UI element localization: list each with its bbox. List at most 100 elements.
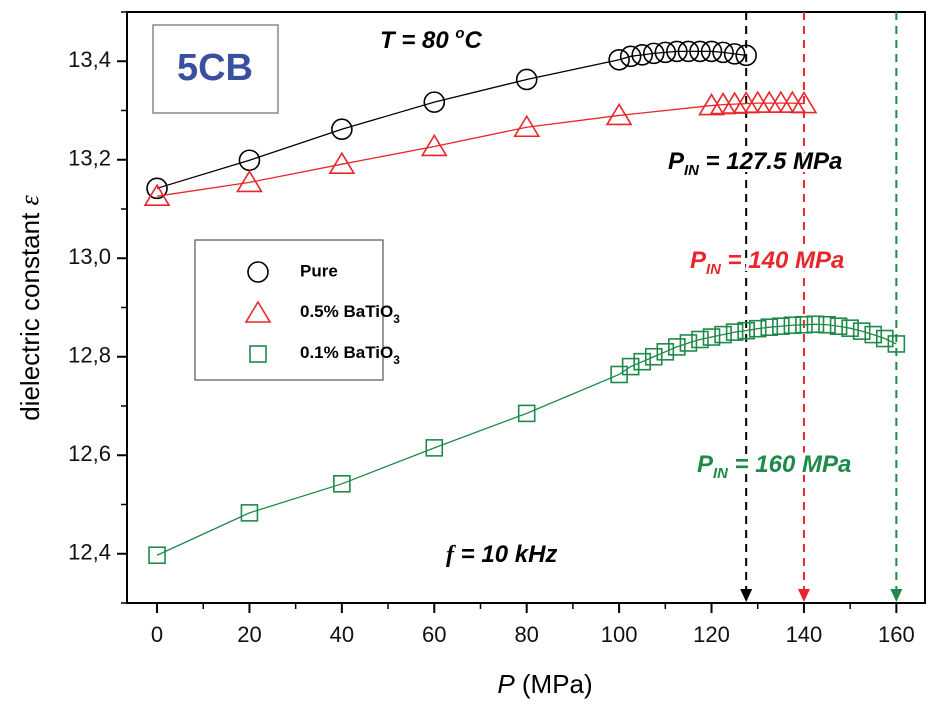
- y-tick-label: 13,2: [68, 146, 111, 171]
- point: [748, 319, 767, 338]
- point: [668, 338, 686, 356]
- inset-label: 5CB: [177, 47, 253, 89]
- x-tick-label: 100: [601, 622, 638, 647]
- annotation: PIN = 127.5 MPa: [668, 148, 842, 179]
- point: [605, 102, 633, 126]
- point: [829, 317, 848, 336]
- point: [714, 325, 732, 344]
- text-part: = 160 MPa: [728, 451, 851, 478]
- text-part: T = 80: [380, 27, 455, 54]
- legend-label: Pure: [300, 261, 338, 280]
- text-part: 3: [393, 353, 400, 367]
- point: [240, 504, 259, 522]
- point: [513, 114, 541, 138]
- point: [689, 40, 711, 63]
- point: [887, 335, 906, 353]
- point: [679, 334, 698, 352]
- text-part: = 127.5 MPa: [699, 148, 842, 175]
- x-tick-label: 60: [422, 622, 446, 647]
- y-tick-label: 12,4: [68, 540, 111, 565]
- point: [517, 404, 536, 423]
- point: [656, 343, 675, 361]
- legend-box: [194, 239, 384, 381]
- point: [875, 329, 894, 348]
- text-part: P: [690, 247, 707, 274]
- point: [725, 323, 744, 341]
- text-part: 0.1% BaTiO: [300, 343, 393, 362]
- text-part: P: [497, 669, 515, 699]
- point: [691, 330, 709, 349]
- text-part: P: [668, 148, 685, 175]
- fit-line: [156, 102, 804, 197]
- point: [644, 347, 663, 366]
- point: [772, 317, 790, 336]
- legend-symbol: [247, 261, 269, 283]
- point: [795, 315, 813, 334]
- point: [666, 40, 688, 63]
- point: [712, 41, 734, 64]
- point: [737, 321, 755, 340]
- point: [633, 352, 652, 371]
- point: [642, 42, 665, 65]
- point: [744, 90, 772, 113]
- legend-label: 0.5% BaTiO3: [300, 302, 400, 326]
- point: [143, 183, 171, 206]
- point: [148, 546, 166, 565]
- text-part: IN: [713, 466, 728, 482]
- pin-arrow: [890, 589, 903, 602]
- y-tick-label: 12,6: [68, 441, 111, 466]
- x-tick-label: 80: [514, 622, 538, 647]
- point: [723, 43, 746, 65]
- fit-line: [156, 323, 897, 556]
- legend-symbol: [244, 300, 272, 323]
- pin-arrow: [740, 589, 753, 602]
- point: [608, 48, 630, 71]
- point: [700, 40, 723, 63]
- fit-line: [156, 50, 747, 189]
- legend-label: 0.1% BaTiO3: [300, 343, 400, 367]
- inset-box: [152, 24, 279, 114]
- point: [841, 319, 859, 337]
- text-part: = 140 MPa: [721, 247, 844, 274]
- text-part: = 10 kHz: [454, 541, 557, 568]
- point: [702, 328, 721, 346]
- text-part: 0.5% BaTiO: [300, 302, 393, 321]
- x-tick-label: 20: [237, 622, 261, 647]
- point: [852, 322, 871, 340]
- point: [328, 151, 356, 174]
- text-part: C: [464, 27, 482, 54]
- point: [515, 68, 538, 91]
- point: [864, 325, 883, 344]
- x-tick-label: 0: [151, 622, 163, 647]
- y-tick-label: 13,0: [68, 244, 111, 269]
- text-part: o: [455, 26, 464, 42]
- annotation: T = 80 oC: [380, 26, 482, 54]
- point: [755, 90, 783, 113]
- point: [619, 45, 642, 68]
- point: [146, 177, 168, 200]
- point: [420, 133, 448, 157]
- point: [423, 91, 446, 113]
- text-part: IN: [706, 262, 721, 278]
- text-part: ε: [15, 194, 44, 205]
- text-part: dielectric constant: [15, 205, 45, 420]
- annotation: PIN = 140 MPa: [690, 247, 844, 278]
- point: [236, 169, 263, 193]
- text-part: P: [697, 451, 714, 478]
- text-part: IN: [684, 163, 699, 179]
- text-part: (MPa): [515, 669, 593, 699]
- point: [818, 315, 836, 334]
- annotation: PIN = 160 MPa: [697, 451, 851, 482]
- point: [735, 44, 757, 67]
- y-tick-label: 13,4: [68, 47, 111, 72]
- point: [677, 40, 700, 63]
- point: [621, 357, 640, 376]
- pin-arrow: [797, 589, 810, 602]
- point: [790, 91, 818, 114]
- x-tick-label: 140: [786, 622, 823, 647]
- y-tick-label: 12,8: [68, 343, 111, 368]
- x-tick-label: 160: [878, 622, 915, 647]
- point: [333, 475, 351, 493]
- x-tick-label: 120: [693, 622, 730, 647]
- point: [654, 41, 677, 64]
